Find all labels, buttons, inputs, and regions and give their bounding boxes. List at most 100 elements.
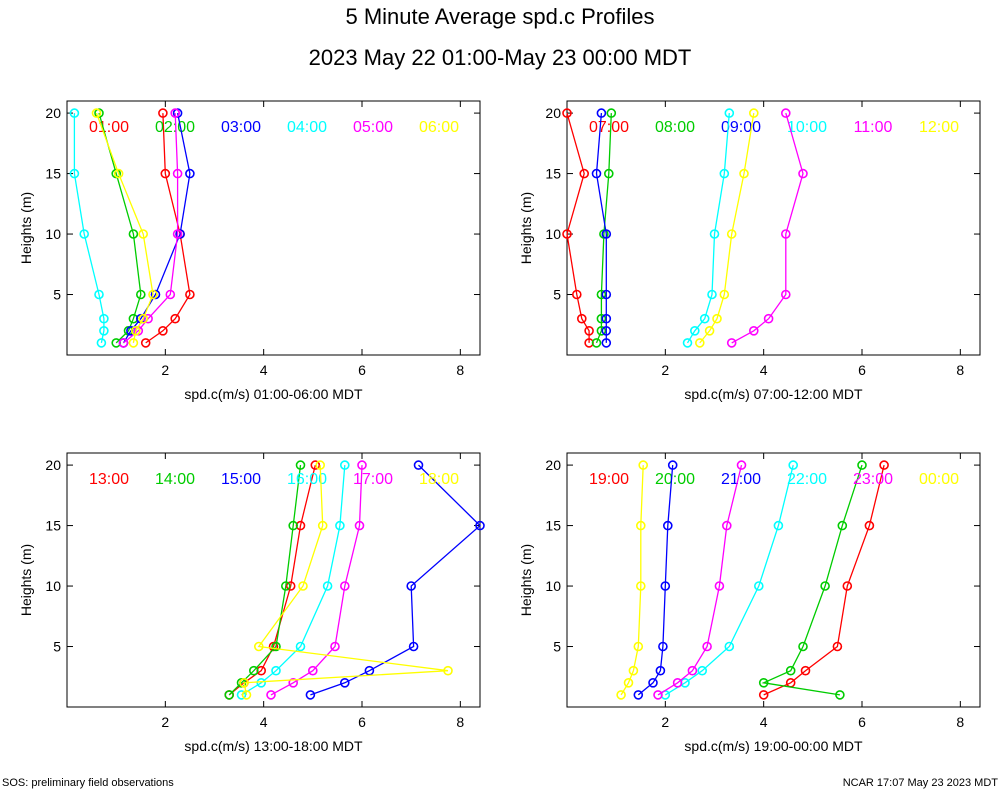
legend-entry: 19:00 [589,471,629,488]
data-point [616,690,626,700]
data-point [857,460,867,470]
data-point [475,520,485,531]
data-point [271,665,281,676]
footer-timestamp: NCAR 17:07 May 23 2023 MDT [842,777,998,789]
data-point [635,520,646,531]
data-point [596,313,607,324]
data-point [288,520,299,531]
data-point [748,108,759,118]
plot-frame [566,100,981,356]
data-point [591,168,602,179]
data-point [672,677,683,688]
series-line-0200 [98,112,142,344]
data-point [224,690,234,700]
series-line-2000 [761,464,863,696]
x-tick-label: 8 [456,714,464,730]
data-point [79,229,89,239]
x-tick-label: 2 [661,714,669,730]
x-tick-label: 8 [956,714,964,730]
series-line-1900 [763,464,885,696]
data-point [699,313,710,324]
data-point [339,460,350,470]
data-point [128,338,139,348]
data-point [295,460,306,470]
legend-entry: 15:00 [221,471,261,488]
legend-entry: 11:00 [854,119,893,136]
data-point [253,641,264,652]
data-point [635,581,646,591]
data-point [354,520,365,531]
data-point [835,690,845,700]
data-point [758,677,769,688]
y-tick-label: 15 [45,166,61,182]
data-point [305,690,316,700]
data-point [707,289,717,300]
data-point [788,460,799,470]
data-point [633,690,644,700]
legend-entry: 21:00 [721,471,761,488]
data-point [579,168,590,179]
data-point [800,665,811,676]
plot-frame [66,452,481,708]
data-point [628,665,639,676]
data-point [69,168,80,179]
data-point [285,581,296,591]
chart-subtitle: 2023 May 22 01:00-May 23 00:00 MDT [308,45,692,70]
x-tick-label: 2 [161,714,169,730]
legend-entry: 06:00 [419,119,459,136]
series-line-0700 [566,112,590,343]
x-axis-label: spd.c(m/s) 19:00-00:00 MDT [684,738,863,754]
data-point [138,313,148,324]
data-point [798,168,808,179]
data-point [170,313,180,324]
legend-entry: 23:00 [853,471,893,488]
x-tick-label: 8 [956,362,964,378]
data-point [571,289,582,300]
legend-entry: 16:00 [287,471,327,488]
data-point [601,229,612,239]
data-point [879,460,889,470]
data-point [298,581,308,591]
y-axis-label: Heights (m) [518,544,534,616]
series-line-1200 [699,112,755,344]
legend-entry: 20:00 [655,471,695,488]
data-point [266,690,276,700]
series-line-0000 [620,465,644,696]
series-line-1100 [731,112,804,344]
data-point [591,338,602,348]
data-point [601,313,612,324]
legend-entry: 02:00 [155,119,195,136]
y-tick-label: 10 [45,226,61,242]
legend-entry: 05:00 [353,119,393,136]
data-point [724,641,735,652]
data-point [148,289,158,300]
data-point [606,108,617,118]
data-point [702,641,712,652]
data-point [339,677,350,688]
legend-entry: 17:00 [353,471,393,488]
data-point [739,168,749,179]
data-point [785,665,796,676]
data-point [562,229,572,239]
data-point [660,581,671,591]
legend-entry: 04:00 [287,119,327,136]
series-line-1400 [228,465,302,696]
data-point [443,665,453,676]
data-point [662,520,673,531]
data-point [603,168,614,179]
y-tick-label: 5 [553,287,561,303]
data-point [96,338,107,348]
data-point [653,690,663,700]
series-line-1000 [686,113,730,344]
data-point [709,229,720,239]
series-line-0800 [595,113,612,344]
data-point [780,108,791,118]
legend-entry: 00:00 [919,471,959,488]
x-tick-label: 4 [260,362,268,378]
x-tick-label: 2 [161,362,169,378]
data-point [172,229,183,239]
legend-entry: 14:00 [155,471,195,488]
data-point [712,313,722,324]
data-point [307,665,318,676]
y-tick-label: 15 [45,518,61,534]
